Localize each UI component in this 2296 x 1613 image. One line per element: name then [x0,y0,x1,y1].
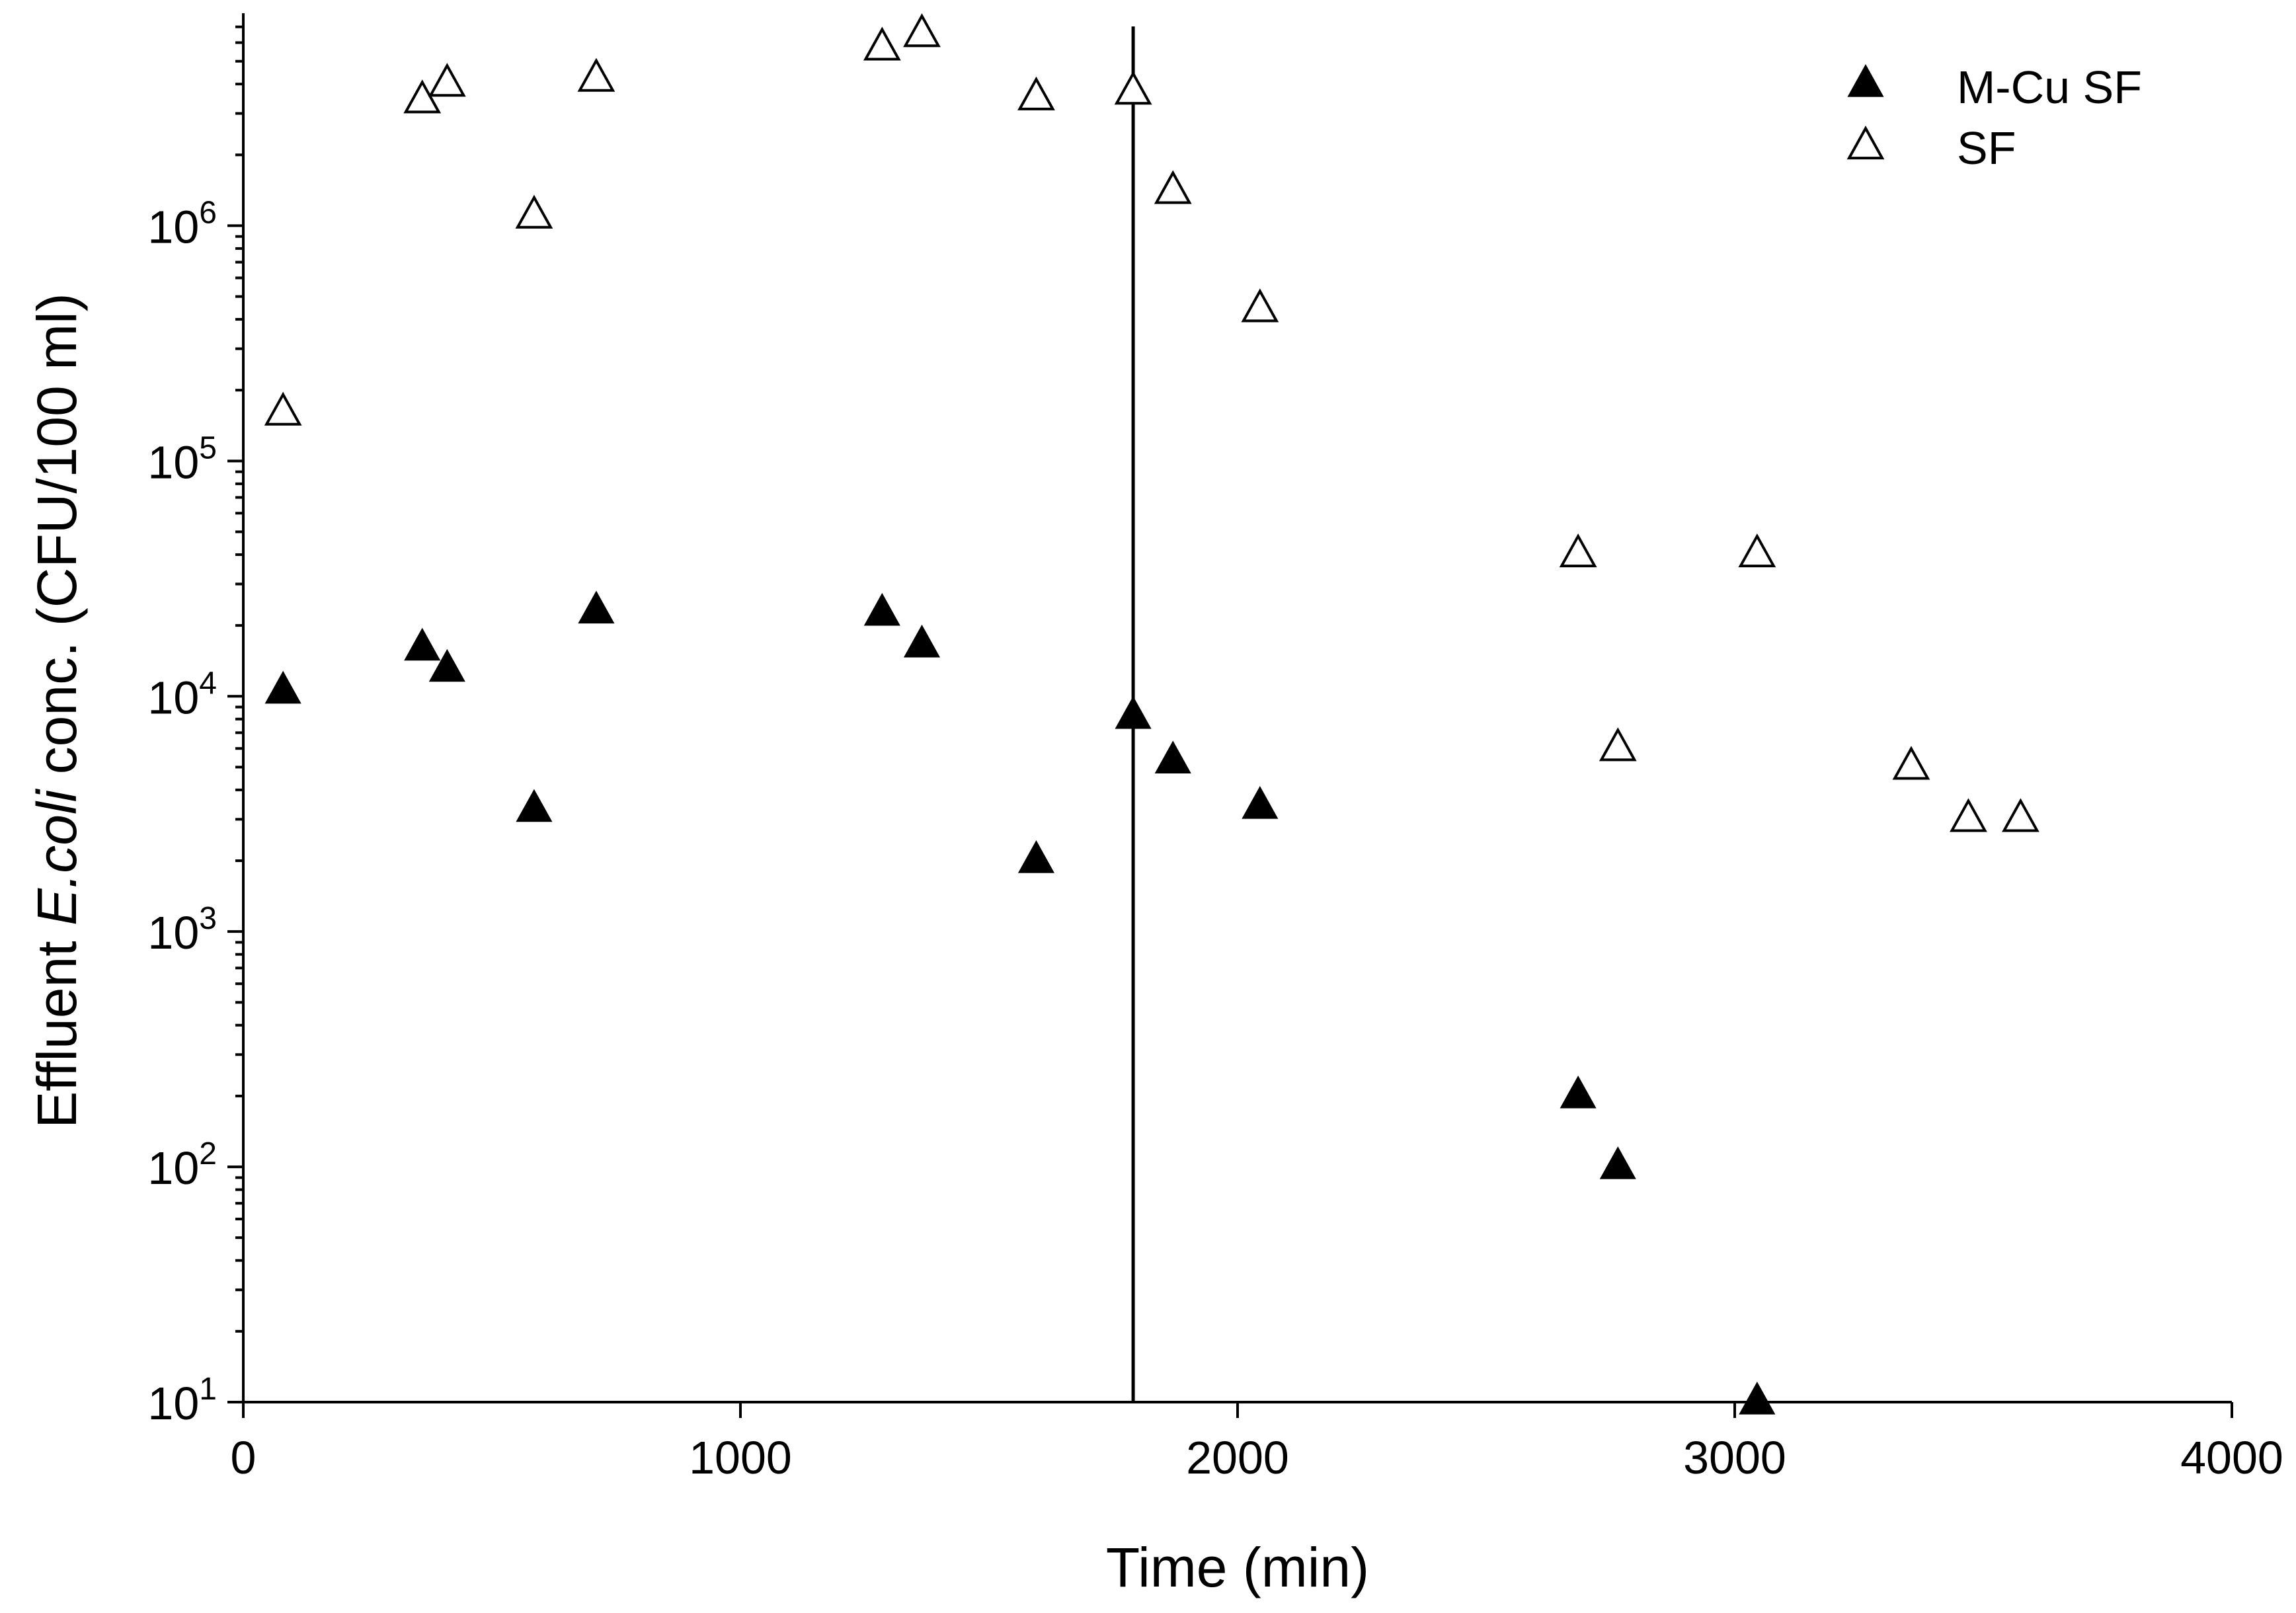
ticks-layer: 0 1000 2000 3000 4000 101 102 103 104 105 106 [147,25,2283,1483]
data-point-m-cu-sf [1739,1382,1776,1415]
data-point-m-cu-sf [404,627,441,661]
y-tick-label: 101 [147,1372,217,1429]
data-point-m-cu-sf [1115,695,1152,729]
data-point-sf [264,391,302,426]
y-tick-label: 105 [147,430,217,488]
x-tick-label: 2000 [1186,1432,1289,1483]
x-tick-label: 0 [231,1432,257,1483]
data-point-m-cu-sf [1599,1146,1636,1179]
data-point-sf [863,26,901,61]
legend-marker-m-cu-sf [1847,64,1884,97]
data-point-sf [1114,71,1152,105]
data-point-sf [1950,798,1987,832]
y-tick-label: 102 [147,1136,217,1194]
data-point-m-cu-sf [1560,1075,1597,1109]
data-point-sf [403,79,442,114]
data-point-m-cu-sf [578,590,615,624]
y-axis-title-prefix: Effluent [26,925,88,1128]
y-axis-title: Effluent E.coli conc. (CFU/100 ml) [26,293,88,1128]
x-axis-title: Time (min) [1106,1536,1369,1598]
data-point-m-cu-sf [1154,740,1191,773]
x-tick-label: 4000 [2180,1432,2283,1483]
x-tick-label: 1000 [689,1432,792,1483]
data-point-m-cu-sf [264,670,301,704]
data-point-m-cu-sf [903,624,941,658]
data-point-sf [1017,76,1055,110]
data-point-m-cu-sf [863,592,900,626]
data-point-sf [428,63,466,97]
data-point-sf [903,13,941,48]
data-point-sf [1892,746,1930,780]
series-m-cu-sf [264,590,1776,1415]
y-tick-label: 103 [147,901,217,959]
legend-label-m-cu-sf: M-Cu SF [1957,61,2142,113]
data-point-m-cu-sf [428,649,465,682]
legend-marker-sf [1846,125,1885,160]
data-point-sf [577,58,615,92]
data-point-sf [1738,533,1776,568]
data-point-m-cu-sf [516,789,553,822]
legend: M-Cu SF SF [1846,61,2142,174]
legend-label-sf: SF [1957,122,2016,174]
x-tick-label: 3000 [1683,1432,1786,1483]
y-axis-title-italic: E.coli [26,788,88,925]
series-sf [264,13,2039,832]
data-point-sf [1241,288,1279,323]
y-tick-label: 106 [147,195,217,253]
markers-layer [264,13,2039,1415]
data-point-sf [2002,798,2039,832]
y-tick-label: 104 [147,666,217,723]
data-point-m-cu-sf [1017,840,1054,873]
y-axis-title-suffix: conc. (CFU/100 ml) [26,293,88,790]
data-point-sf [1559,533,1597,568]
data-point-m-cu-sf [1242,786,1279,819]
data-point-sf [1154,170,1192,204]
data-point-sf [515,194,553,229]
data-point-sf [1599,727,1637,762]
